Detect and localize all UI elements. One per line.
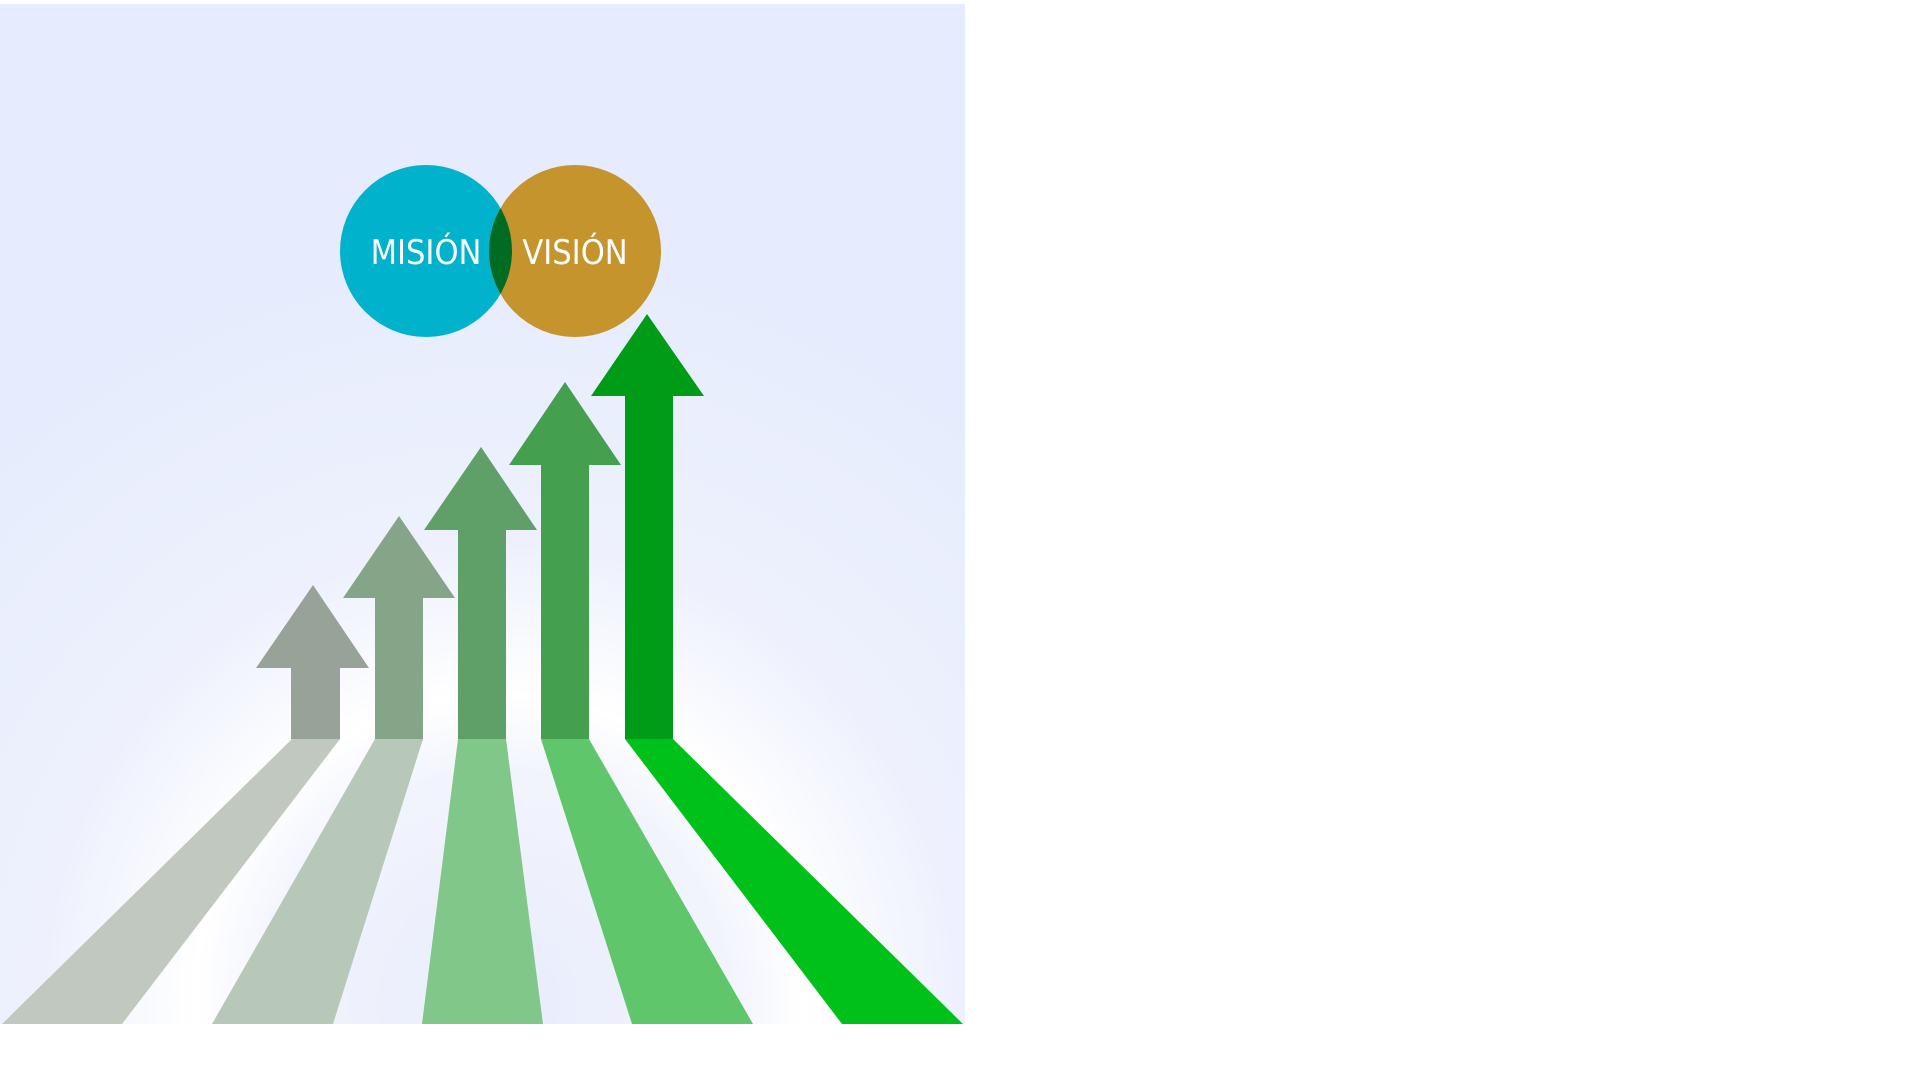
vision-circle bbox=[489, 165, 661, 337]
road-strip-3 bbox=[422, 739, 543, 1024]
arrow-2 bbox=[343, 516, 455, 739]
road-strip-5 bbox=[625, 739, 963, 1024]
road-strip-1 bbox=[2, 739, 340, 1024]
growth-arrows bbox=[256, 314, 704, 739]
road-strips bbox=[2, 739, 963, 1024]
arrow-1 bbox=[256, 585, 369, 739]
road-strip-4 bbox=[541, 739, 753, 1024]
vision-label: VISIÓN bbox=[522, 232, 627, 273]
arrow-5 bbox=[591, 314, 704, 739]
arrow-4 bbox=[509, 382, 621, 739]
mision-label: MISIÓN bbox=[371, 232, 482, 273]
mision-circle bbox=[340, 165, 512, 337]
road-strip-2 bbox=[212, 739, 423, 1024]
venn-diagram: MISIÓN VISIÓN bbox=[340, 165, 661, 337]
arrow-3 bbox=[424, 447, 537, 739]
